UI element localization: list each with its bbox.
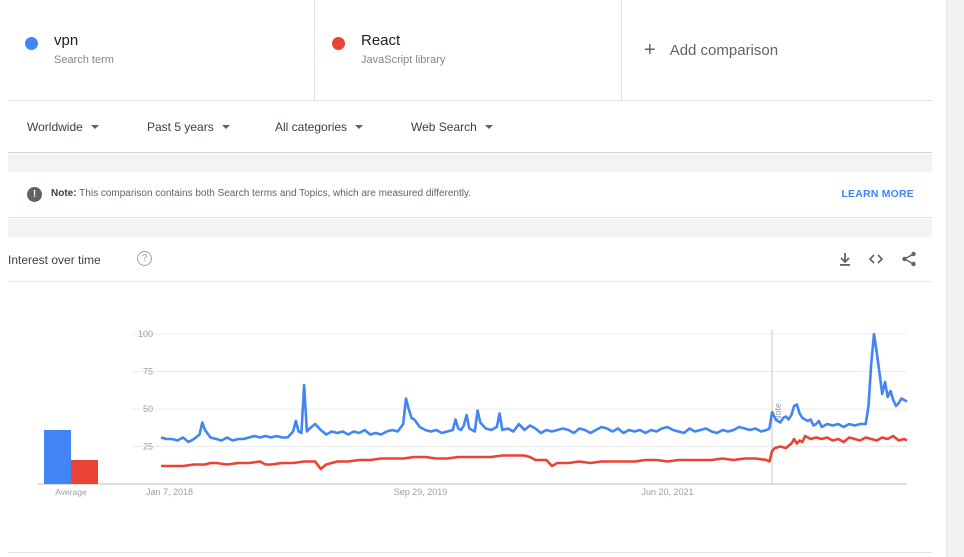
comparison-note: ! Note: This comparison contains both Se… [8, 172, 932, 218]
series-line-react [161, 434, 908, 471]
term-card-vpn[interactable]: vpn Search term [8, 0, 315, 100]
x-tick-label: Sep 29, 2019 [394, 487, 448, 497]
term-color-dot [332, 37, 345, 50]
caret-down-icon [484, 125, 493, 129]
y-axis-labels: 100 75 50 25 [138, 329, 153, 452]
x-tick-label: Jun 20, 2021 [641, 487, 693, 497]
term-card-react[interactable]: React JavaScript library [315, 0, 622, 100]
time-range-dropdown[interactable]: Past 5 years [147, 120, 230, 134]
interest-over-time-card: Interest over time ? Note 100 75 50 25 Jan … [8, 237, 932, 557]
average-bar [71, 460, 98, 484]
divider [8, 552, 932, 553]
note-text: Note: This comparison contains both Sear… [51, 188, 471, 199]
region-label: Worldwide [27, 120, 83, 134]
caret-down-icon [355, 125, 364, 129]
learn-more-link[interactable]: LEARN MORE [841, 188, 914, 200]
note-message: This comparison contains both Search ter… [79, 188, 472, 199]
help-icon[interactable]: ? [137, 251, 152, 266]
add-comparison-button[interactable]: + Add comparison [622, 0, 929, 100]
y-tick-label: 75 [143, 367, 153, 377]
y-tick-label: 50 [143, 404, 153, 414]
chart-gridlines: Note [38, 330, 907, 485]
chart-series [160, 332, 908, 471]
x-tick-label: Jan 7, 2018 [146, 487, 193, 497]
info-icon: ! [27, 187, 42, 202]
region-dropdown[interactable]: Worldwide [27, 120, 99, 134]
term-type: JavaScript library [361, 54, 446, 66]
interest-over-time-chart: Note 100 75 50 25 Jan 7, 2018 Sep 29, 2019 Ju… [38, 329, 908, 497]
scrollbar-track[interactable] [946, 0, 964, 557]
add-comparison-label: Add comparison [669, 41, 779, 59]
average-bars: Average [44, 430, 98, 497]
card-title: Interest over time [8, 253, 101, 267]
y-tick-label: 100 [138, 329, 153, 339]
average-label: Average [55, 487, 87, 497]
comparison-header: vpn Search term React JavaScript library… [8, 0, 932, 101]
term-name: vpn [54, 32, 79, 49]
filters-bar: Worldwide Past 5 years All categories We… [8, 101, 932, 153]
section-gap [8, 219, 932, 237]
term-type: Search term [54, 54, 114, 66]
note-marker-label: Note [773, 403, 783, 422]
y-tick-label: 25 [143, 442, 153, 452]
term-name: React [361, 32, 401, 49]
card-header: Interest over time ? [8, 237, 932, 282]
download-icon[interactable] [837, 251, 853, 267]
term-color-dot [25, 37, 38, 50]
embed-icon[interactable] [868, 251, 884, 267]
note-label: Note: [51, 188, 77, 199]
category-label: All categories [275, 120, 348, 134]
search-type-label: Web Search [411, 120, 477, 134]
section-gap [8, 154, 932, 172]
caret-down-icon [221, 125, 230, 129]
time-range-label: Past 5 years [147, 120, 214, 134]
search-type-dropdown[interactable]: Web Search [411, 120, 493, 134]
caret-down-icon [90, 125, 99, 129]
share-icon[interactable] [901, 251, 917, 267]
category-dropdown[interactable]: All categories [275, 120, 364, 134]
average-bar [44, 430, 71, 484]
x-axis-labels: Jan 7, 2018 Sep 29, 2019 Jun 20, 2021 [146, 487, 694, 497]
series-line-vpn [160, 332, 908, 444]
plus-icon: + [644, 39, 656, 61]
divider [946, 0, 947, 557]
